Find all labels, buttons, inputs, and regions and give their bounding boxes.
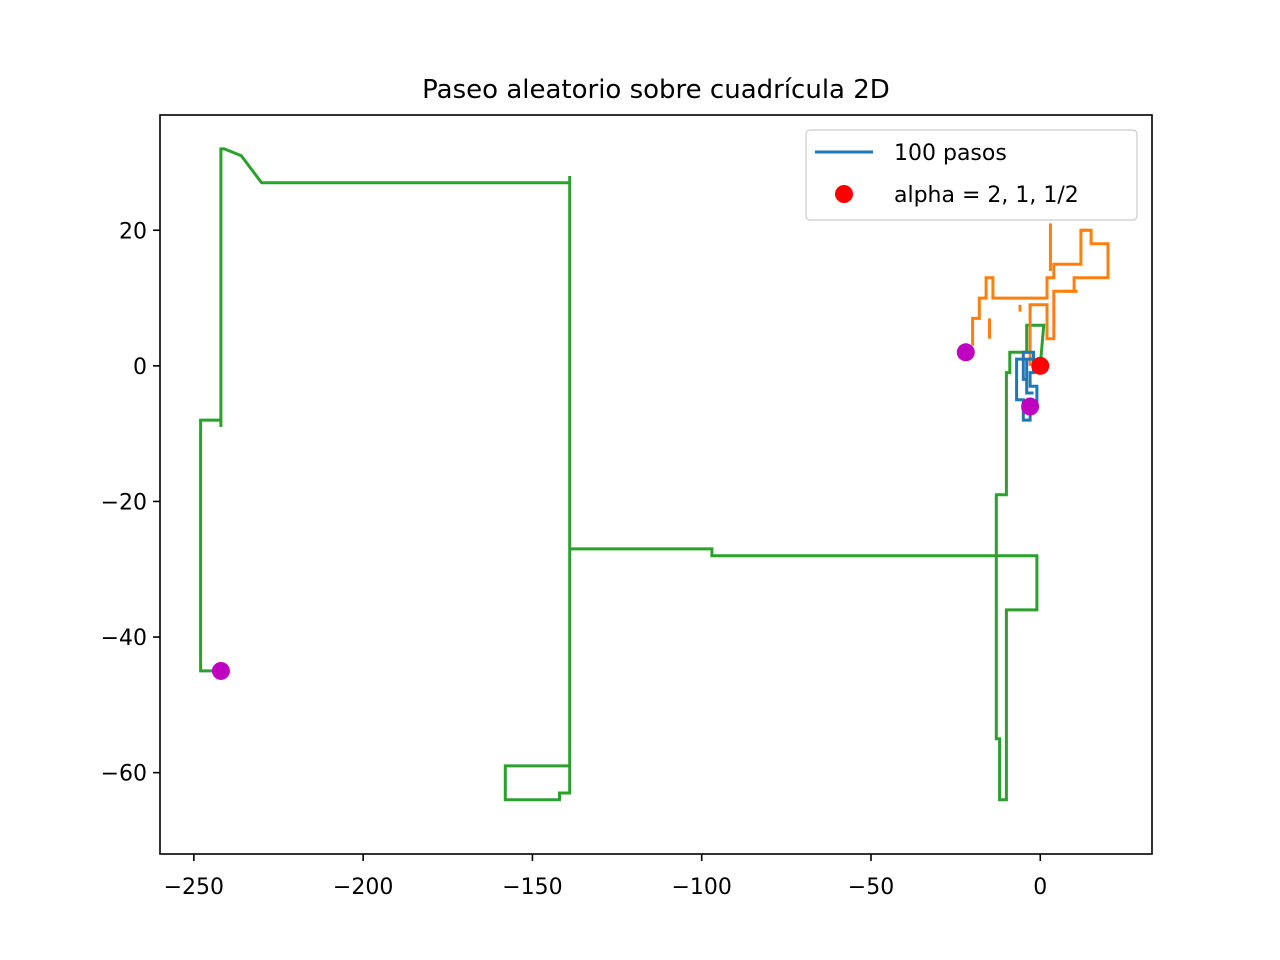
endpoint-marker-0 (1031, 356, 1050, 375)
y-tick-label: 0 (133, 355, 147, 380)
endpoint-marker-1 (956, 343, 975, 362)
y-tick-label: −40 (101, 626, 147, 651)
y-axis: −60 −40 −20 0 20 (101, 219, 160, 787)
series-line-1 (971, 228, 1110, 366)
plot-frame (159, 114, 1153, 855)
plot-markers (211, 343, 1050, 680)
legend-label-100-pasos: 100 pasos (894, 141, 1007, 166)
x-tick-label: −250 (164, 875, 224, 900)
y-tick-label: 20 (119, 219, 147, 244)
series-line-0 (199, 147, 1046, 802)
x-tick-label: 0 (1033, 875, 1047, 900)
endpoint-marker-2 (1021, 397, 1040, 416)
series-line-2 (1015, 350, 1041, 422)
x-tick-label: −200 (333, 875, 393, 900)
legend-box (805, 129, 1138, 221)
x-tick-label: −150 (502, 875, 562, 900)
x-tick-label: −50 (848, 875, 894, 900)
chart-title: Paseo aleatorio sobre cuadrícula 2D (422, 75, 890, 105)
legend-label-alpha: alpha = 2, 1, 1/2 (894, 183, 1079, 208)
x-axis: −250 −200 −150 −100 −50 0 (164, 854, 1047, 900)
x-tick-label: −100 (671, 875, 731, 900)
legend: 100 pasos alpha = 2, 1, 1/2 (805, 129, 1138, 221)
y-tick-label: −20 (101, 490, 147, 515)
legend-dot-swatch (835, 185, 853, 203)
y-tick-label: −60 (101, 762, 147, 787)
endpoint-marker-3 (211, 661, 230, 680)
plot-lines (199, 147, 1110, 802)
